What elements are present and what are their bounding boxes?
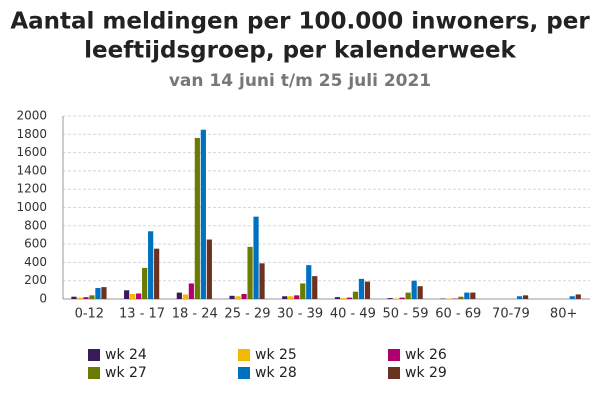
x-tick-label: 60 - 69 [435,307,481,322]
chart-title: Aantal meldingen per 100.000 inwoners, p… [10,9,590,35]
bar [352,291,359,299]
x-tick-label: 18 - 24 [172,307,218,322]
bar [241,293,247,299]
legend-swatch [88,367,100,379]
bar [387,298,393,299]
bar [358,278,365,299]
bar [148,231,154,299]
legend-swatch [88,349,100,361]
legend-label: wk 27 [105,365,147,381]
bar [522,295,529,299]
bar [206,239,212,299]
y-tick-label: 0 [39,292,47,306]
y-tick-label: 400 [24,255,47,269]
bar [142,267,148,299]
bar [176,292,182,299]
bar [188,283,194,299]
bar [182,294,188,299]
x-tick-label: 25 - 29 [224,307,270,322]
bar [312,276,318,299]
x-tick-label: 80+ [550,307,577,322]
legend-label: wk 24 [105,347,147,363]
bar [83,297,89,299]
bar [294,295,300,299]
y-tick-label: 2000 [16,109,47,123]
bar [136,293,142,299]
bar [569,296,575,299]
y-tick-label: 600 [24,237,47,251]
bar [340,298,347,299]
bar [259,263,265,299]
legend-swatch [388,349,400,361]
bar [101,287,107,299]
bar [399,297,405,299]
bar [458,296,464,299]
bar [124,290,130,299]
y-tick-label: 800 [24,218,47,232]
bar [130,293,136,299]
chart-subtitle: van 14 juni t/m 25 juli 2021 [169,71,431,91]
x-tick-label: 70-79 [492,307,530,322]
bar [194,137,200,299]
legend-label: wk 25 [255,347,297,363]
bar [470,292,476,299]
bar [288,296,294,299]
x-tick-label: 30 - 39 [277,307,323,322]
bar [95,288,101,299]
x-tick-label: 50 - 59 [383,307,429,322]
legend-swatch [388,367,400,379]
bar [200,129,206,299]
bar [405,292,411,299]
bar [247,246,253,299]
bar [282,296,288,299]
y-tick-label: 1600 [16,145,47,159]
bar [71,296,77,299]
bar [306,265,312,299]
legend-swatch [238,349,250,361]
x-tick-label: 40 - 49 [330,307,376,322]
y-tick-label: 1200 [16,182,47,196]
legend-label: wk 26 [405,347,447,363]
bar [364,281,371,299]
bar [235,296,241,299]
bar [575,294,581,299]
legend-label: wk 29 [405,365,447,381]
y-tick-label: 200 [24,273,47,287]
bar [253,216,259,299]
bar [77,297,83,299]
y-tick-label: 1000 [16,200,47,214]
bar [346,297,353,299]
bar [89,295,95,299]
legend-label: wk 28 [255,365,297,381]
bar [334,297,341,299]
bar [464,292,470,299]
legend-swatch [238,367,250,379]
y-tick-label: 1400 [16,163,47,177]
bar [300,283,306,299]
chart-title: leeftijdsgroep, per kalenderweek [84,38,516,64]
bar [154,248,160,299]
bar [229,295,235,299]
bar [516,296,523,299]
bar [417,286,423,299]
x-tick-label: 0-12 [75,307,105,322]
y-tick-label: 1800 [16,127,47,141]
x-tick-label: 13 - 17 [119,307,165,322]
bar [411,280,417,299]
